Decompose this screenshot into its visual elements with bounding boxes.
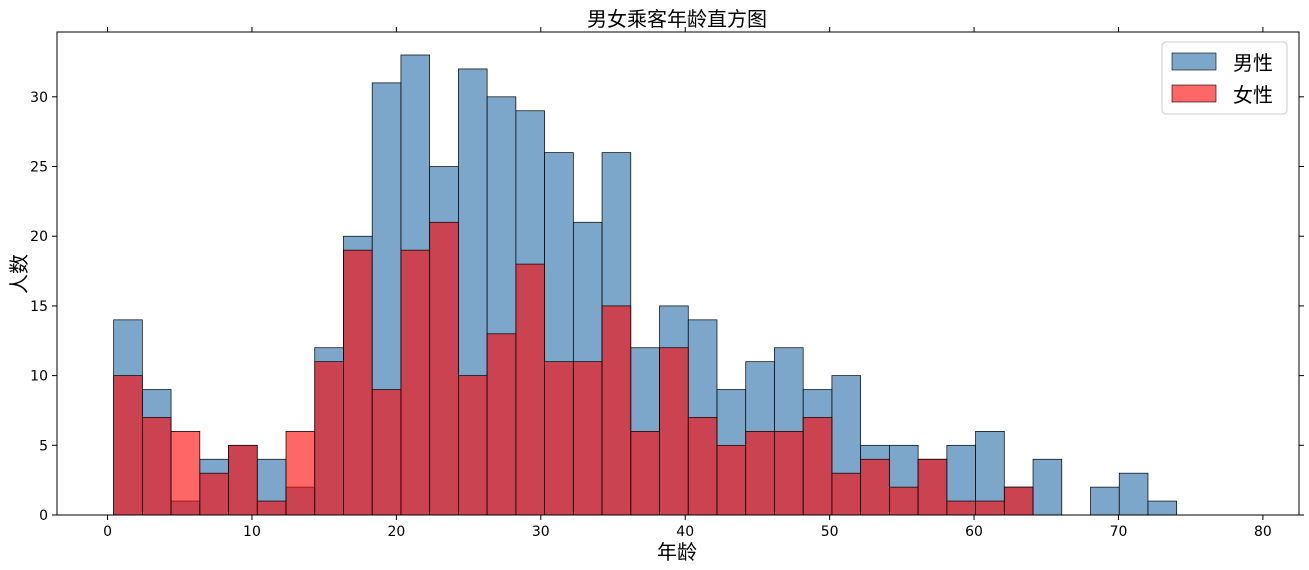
bar-female-17: [601, 305, 632, 516]
bar-female-9: [371, 389, 402, 516]
x-tick-label-0: 0: [103, 524, 112, 540]
bar-female-8: [343, 249, 373, 516]
y-tick-label-10: 10: [30, 369, 48, 385]
bar-female-25: [831, 472, 861, 516]
x-tick-label-40: 40: [676, 524, 694, 540]
bar-male-34: [1090, 486, 1120, 516]
legend: 男性 女性: [1161, 41, 1288, 115]
bar-male-32: [1032, 458, 1063, 516]
x-tick-label-80: 80: [1254, 524, 1272, 540]
bar-female-0: [113, 375, 143, 516]
bar-female-13: [486, 333, 517, 516]
bar-female-27: [889, 486, 919, 516]
bar-female-21: [716, 444, 747, 516]
y-tick-label-20: 20: [30, 229, 48, 245]
bar-female-31: [1003, 486, 1034, 516]
bar-female-28: [917, 458, 948, 516]
bar-female-6: [285, 431, 316, 516]
chart-title: 男女乘客年龄直方图: [587, 7, 767, 31]
bar-female-18: [630, 431, 660, 516]
bar-female-10: [400, 249, 431, 516]
legend-swatch-male: [1171, 52, 1217, 71]
bar-female-2: [170, 431, 201, 516]
bar-female-5: [256, 500, 287, 516]
bar-female-22: [745, 431, 775, 516]
plot-frame: [56, 31, 1300, 516]
x-tick-label-50: 50: [821, 524, 839, 540]
bar-male-36: [1147, 500, 1178, 516]
bar-female-29: [946, 500, 976, 516]
bar-female-7: [314, 361, 344, 516]
y-tick-label-30: 30: [30, 90, 48, 106]
bar-female-19: [659, 347, 689, 516]
legend-label-female: 女性: [1233, 83, 1273, 107]
y-tick-label-15: 15: [30, 299, 48, 315]
bar-female-15: [544, 361, 574, 516]
bar-female-16: [572, 361, 603, 516]
bar-female-23: [774, 431, 804, 516]
y-axis-title: 人数: [7, 254, 31, 294]
x-tick-label-70: 70: [1110, 524, 1128, 540]
bar-female-20: [687, 417, 718, 516]
x-axis-title: 年龄: [657, 540, 697, 564]
bar-female-12: [458, 375, 488, 516]
bar-male-35: [1118, 472, 1149, 516]
y-tick-label-25: 25: [30, 160, 48, 176]
x-tick-label-30: 30: [532, 524, 550, 540]
bar-female-1: [141, 417, 172, 516]
bar-female-11: [429, 221, 459, 516]
y-tick-label-5: 5: [39, 438, 48, 454]
ticks-layer: 0 10 20 30 40 50 60 70 80 0 5 10 15 20 25 30: [30, 27, 1304, 540]
x-tick-label-10: 10: [243, 524, 261, 540]
bars-layer: [113, 54, 1178, 516]
bar-female-14: [515, 263, 545, 516]
legend-swatch-female: [1171, 84, 1217, 103]
legend-label-male: 男性: [1233, 51, 1273, 75]
x-tick-label-60: 60: [965, 524, 983, 540]
bar-female-26: [860, 458, 890, 516]
y-tick-label-0: 0: [39, 508, 48, 524]
bar-female-3: [199, 472, 229, 516]
bar-female-24: [802, 417, 833, 516]
x-tick-label-20: 20: [387, 524, 405, 540]
bar-female-4: [228, 444, 258, 516]
bar-female-30: [975, 500, 1005, 516]
